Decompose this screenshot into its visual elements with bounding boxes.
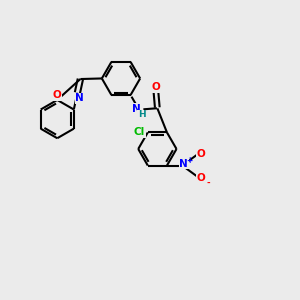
- Text: Cl: Cl: [134, 128, 145, 137]
- Text: H: H: [138, 110, 145, 119]
- Text: O: O: [152, 82, 160, 92]
- Text: +: +: [186, 156, 192, 165]
- Text: O: O: [197, 173, 206, 183]
- Text: N: N: [179, 159, 188, 169]
- Text: N: N: [132, 103, 141, 114]
- Text: -: -: [206, 179, 210, 188]
- Text: N: N: [75, 93, 84, 103]
- Text: O: O: [53, 90, 62, 100]
- Text: O: O: [197, 149, 206, 159]
